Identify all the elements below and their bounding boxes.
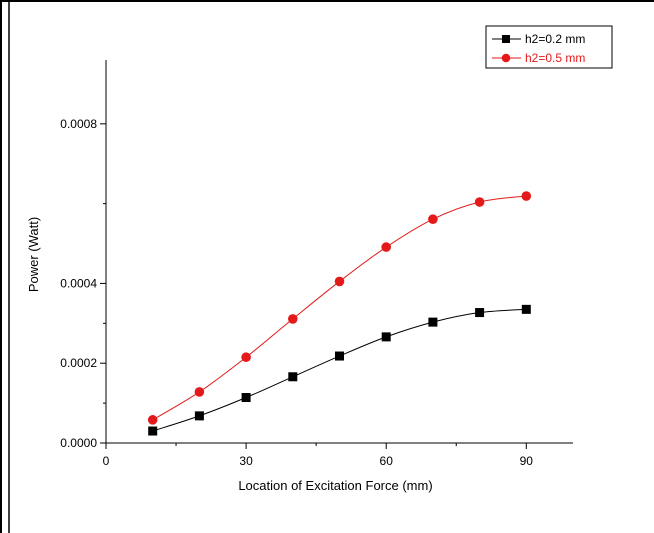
y-axis-title: Power (Watt) bbox=[26, 217, 41, 292]
data-point-circle bbox=[428, 214, 438, 224]
x-tick-label: 0 bbox=[103, 454, 110, 468]
data-point-square bbox=[148, 426, 158, 436]
legend: h2=0.2 mm h2=0.5 mm bbox=[485, 25, 613, 69]
series-line bbox=[152, 308, 527, 432]
x-tick-label: 30 bbox=[239, 454, 253, 468]
data-point-square bbox=[241, 393, 251, 403]
data-point-circle bbox=[381, 242, 392, 252]
data-point-square bbox=[475, 308, 485, 318]
y-tick-label: 0.0004 bbox=[60, 276, 97, 290]
y-tick-label: 0.0002 bbox=[60, 356, 97, 370]
legend-marker-square bbox=[502, 35, 510, 43]
series-1 bbox=[148, 304, 531, 436]
data-point-circle bbox=[521, 191, 532, 201]
data-point-square bbox=[335, 351, 344, 361]
data-point-circle bbox=[147, 415, 158, 425]
data-point-circle bbox=[334, 276, 345, 287]
series-layer bbox=[147, 191, 532, 436]
y-tick-label: 0.0000 bbox=[60, 436, 97, 450]
legend-item-2: h2=0.5 mm bbox=[492, 51, 585, 65]
legend-item-1: h2=0.2 mm bbox=[492, 32, 585, 46]
legend-label: h2=0.2 mm bbox=[525, 32, 585, 46]
data-point-circle bbox=[474, 197, 485, 207]
data-point-square bbox=[381, 332, 391, 342]
data-point-square bbox=[194, 411, 204, 421]
data-point-circle bbox=[194, 387, 205, 397]
x-tick-label: 60 bbox=[380, 454, 394, 468]
data-point-circle bbox=[288, 314, 298, 324]
legend-label: h2=0.5 mm bbox=[525, 51, 585, 65]
legend-box bbox=[485, 25, 613, 69]
data-point-circle bbox=[241, 352, 251, 363]
series-line bbox=[152, 195, 527, 421]
x-axis-title: Location of Excitation Force (mm) bbox=[238, 478, 432, 493]
data-point-square bbox=[428, 317, 438, 327]
series-2 bbox=[147, 191, 532, 425]
y-ticks: 0.0000 0.0002 0.0004 0.0008 bbox=[60, 117, 106, 450]
legend-marker-circle bbox=[501, 53, 511, 63]
data-point-square bbox=[288, 372, 298, 382]
data-point-square bbox=[521, 304, 531, 314]
y-tick-label: 0.0008 bbox=[60, 117, 97, 131]
x-ticks: 0 30 60 90 bbox=[103, 443, 534, 468]
x-tick-label: 90 bbox=[520, 454, 534, 468]
